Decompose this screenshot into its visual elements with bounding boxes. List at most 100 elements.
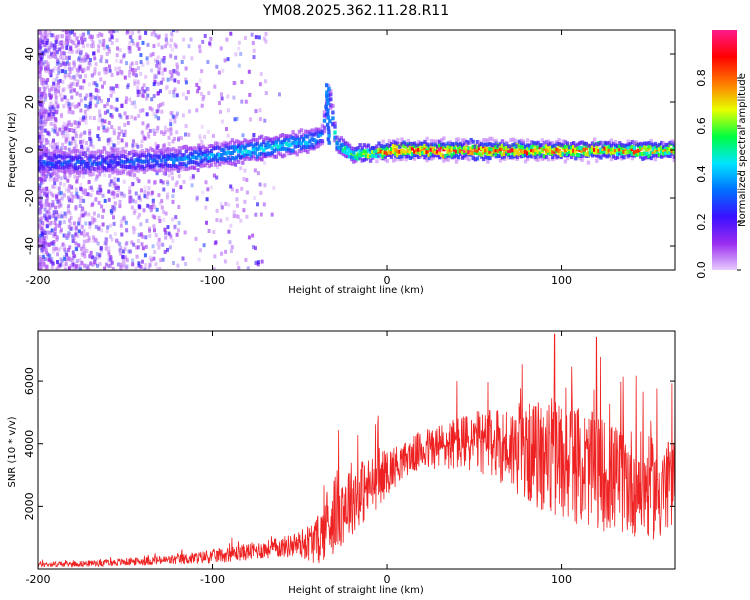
noise-speckle <box>110 237 114 242</box>
noise-speckle <box>161 101 165 106</box>
ridge-cell <box>553 152 557 157</box>
noise-speckle <box>61 142 64 147</box>
noise-speckle <box>81 213 85 218</box>
ridge-cell <box>40 150 44 155</box>
ridge-cell <box>174 153 178 158</box>
ridge-cell <box>645 147 649 151</box>
noise-speckle <box>98 262 102 267</box>
ridge-cell <box>92 154 96 159</box>
noise-speckle <box>89 43 93 48</box>
ridge-cell <box>586 160 591 165</box>
noise-speckle <box>93 256 97 261</box>
noise-speckle <box>116 188 120 193</box>
ridge-cell <box>213 156 218 161</box>
ridge-cell <box>40 169 44 174</box>
ridge-cell <box>180 162 184 167</box>
ridge-cell <box>98 161 103 166</box>
ridge-cell <box>257 152 262 157</box>
ridge-cell <box>402 149 406 154</box>
ridge-cell <box>343 146 348 151</box>
noise-speckle <box>209 185 213 190</box>
ridge-cell <box>643 146 647 151</box>
ridge-cell <box>197 162 201 167</box>
ridge-cell <box>385 158 389 163</box>
ridge-cell <box>341 152 346 157</box>
noise-speckle <box>258 182 262 187</box>
ridge-cell <box>502 156 507 161</box>
ridge-cell <box>364 156 369 161</box>
ridge-cell <box>352 147 356 152</box>
ridge-cell <box>486 155 490 160</box>
noise-speckle <box>64 41 68 46</box>
noise-speckle <box>48 254 52 259</box>
noise-speckle <box>164 235 168 240</box>
noise-speckle <box>87 235 91 240</box>
noise-speckle <box>81 33 84 38</box>
noise-speckle <box>56 252 59 257</box>
ridge-cell <box>373 153 377 158</box>
ridge-cell <box>339 143 343 148</box>
noise-speckle <box>53 129 57 134</box>
noise-speckle <box>150 190 154 195</box>
noise-speckle <box>229 31 233 36</box>
noise-speckle <box>52 233 56 238</box>
snr-y-tick-label: 4000 <box>23 430 36 458</box>
spectrogram-y-tick-label: 0 <box>23 147 36 154</box>
ridge-cell <box>542 154 547 159</box>
ridge-cell <box>526 156 530 161</box>
noise-speckle <box>175 70 179 75</box>
noise-speckle <box>169 38 173 43</box>
ridge-cell <box>595 148 599 153</box>
ridge-cell <box>42 166 46 171</box>
noise-speckle <box>220 205 224 210</box>
ridge-cell <box>670 139 674 144</box>
noise-speckle <box>54 216 58 221</box>
ridge-cell <box>555 147 559 152</box>
noise-speckle <box>38 217 42 222</box>
ridge-cell <box>502 152 507 156</box>
noise-speckle <box>121 249 125 254</box>
ridge-cell <box>630 140 635 144</box>
ridge-cell <box>172 153 176 158</box>
snr-x-tick-label: 0 <box>384 573 391 586</box>
ridge-cell <box>396 138 400 142</box>
noise-speckle <box>41 227 45 232</box>
ridge-cell <box>182 153 186 158</box>
ridge-cell <box>528 143 532 148</box>
noise-speckle <box>252 133 256 137</box>
noise-speckle <box>148 233 152 238</box>
ridge-cell <box>616 148 620 153</box>
noise-speckle <box>80 252 84 257</box>
noise-speckle <box>204 205 208 210</box>
ridge-cell <box>526 146 530 151</box>
ridge-cell <box>584 152 588 157</box>
ridge-cell <box>607 148 611 153</box>
noise-speckle <box>169 118 172 123</box>
spectrogram-y-title: Frequency (Hz) <box>7 112 18 188</box>
noise-speckle <box>74 143 78 148</box>
ridge-cell <box>555 139 559 144</box>
ridge-cell <box>203 146 207 151</box>
ridge-cell <box>651 153 655 158</box>
ridge-cell <box>507 151 511 156</box>
ridge-cell <box>224 151 228 156</box>
noise-speckle <box>264 91 268 96</box>
noise-speckle <box>177 174 181 179</box>
ridge-cell <box>190 155 195 160</box>
ridge-cell <box>613 145 618 149</box>
noise-speckle <box>131 258 135 263</box>
ridge-cell <box>61 151 65 156</box>
ridge-cell <box>79 169 84 174</box>
noise-speckle <box>125 96 128 101</box>
ridge-cell <box>433 139 438 144</box>
noise-speckle <box>56 104 60 109</box>
ridge-cell <box>278 140 283 145</box>
ridge-cell <box>394 140 398 145</box>
ridge-cell <box>406 154 410 159</box>
noise-speckle <box>161 242 165 247</box>
noise-speckle <box>145 125 149 130</box>
noise-speckle <box>65 252 69 257</box>
ridge-cell <box>241 160 245 165</box>
noise-speckle <box>82 146 86 150</box>
noise-speckle <box>141 121 145 126</box>
